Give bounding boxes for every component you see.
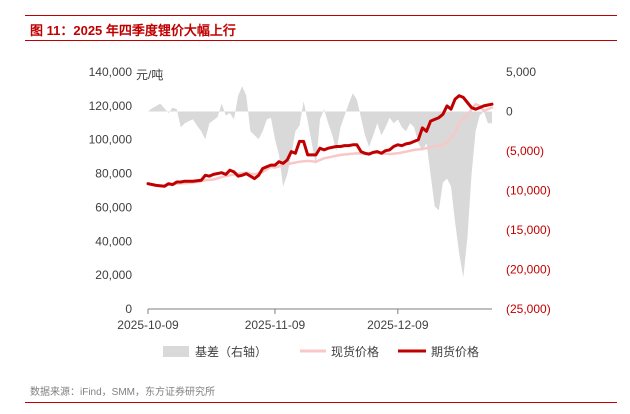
y-right-tick-label: (20,000) xyxy=(506,263,551,277)
y-left-tick-label: 60,000 xyxy=(95,200,132,214)
y-left-tick-label: 0 xyxy=(125,302,132,316)
y-left-tick-label: 120,000 xyxy=(89,99,133,113)
header-rule-bottom xyxy=(25,40,617,41)
legend-label-basis: 基差（右轴） xyxy=(195,344,267,359)
legend-label-spot: 现货价格 xyxy=(331,344,379,359)
y-left-tick-label: 80,000 xyxy=(95,167,132,181)
y-left-tick-label: 140,000 xyxy=(89,65,133,79)
unit-label: 元/吨 xyxy=(136,68,163,82)
y-right-tick-label: (25,000) xyxy=(506,302,551,316)
spot-price-line xyxy=(146,102,494,188)
source-note: 数据来源：iFind，SMM，东方证券研究所 xyxy=(30,387,216,398)
legend-label-futures: 期货价格 xyxy=(431,344,479,359)
y-right-tick-label: (15,000) xyxy=(506,223,551,237)
footer-rule xyxy=(25,402,617,403)
futures-price-line xyxy=(146,94,494,188)
x-tick-label: 2025-10-09 xyxy=(117,318,179,332)
y-left-tick-label: 40,000 xyxy=(95,234,132,248)
y-right-tick-label: 5,000 xyxy=(506,65,536,79)
header-rule-top xyxy=(25,15,617,16)
y-left-tick-label: 100,000 xyxy=(89,133,133,147)
y-right-tick-label: 0 xyxy=(506,105,513,119)
legend-swatch-basis xyxy=(163,346,189,357)
y-right-tick-label: (10,000) xyxy=(506,184,551,198)
y-right-tick-label: (5,000) xyxy=(506,144,544,158)
x-tick-label: 2025-11-09 xyxy=(245,318,306,332)
x-tick-label: 2025-12-09 xyxy=(367,318,429,332)
figure-title: 图 11：2025 年四季度锂价大幅上行 xyxy=(30,23,236,38)
y-left-tick-label: 20,000 xyxy=(95,268,132,282)
